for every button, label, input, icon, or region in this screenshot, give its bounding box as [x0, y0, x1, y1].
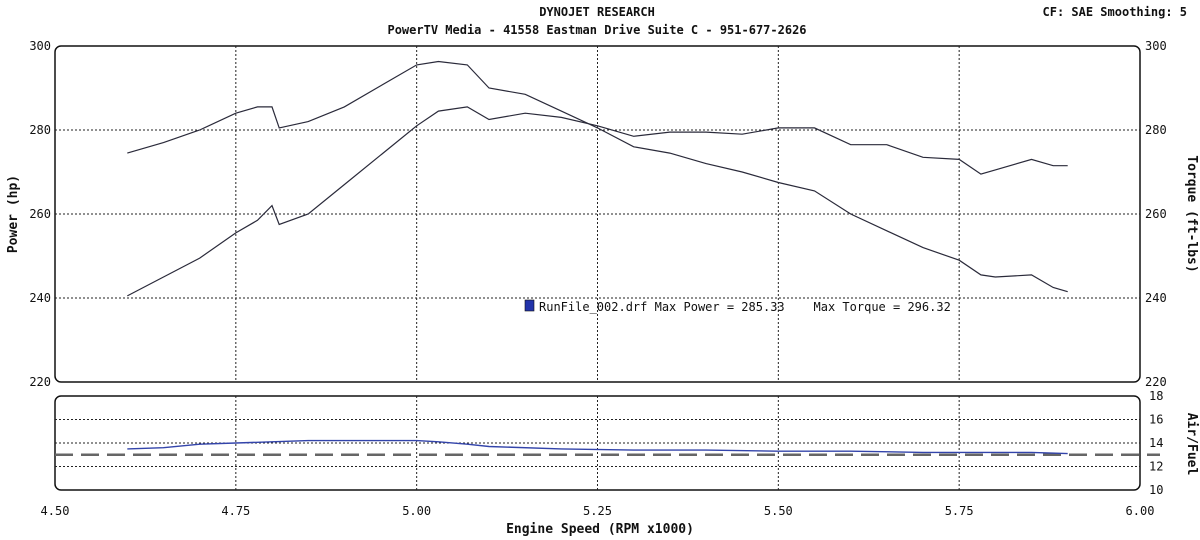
power-tick-label: 240 — [29, 291, 51, 305]
torque-tick-label: 220 — [1145, 375, 1167, 389]
settings-label: CF: SAE Smoothing: 5 — [1043, 5, 1188, 19]
air-fuel-series — [127, 439, 1068, 455]
torque-axis-label: Torque (ft-lbs) — [1184, 155, 1199, 272]
torque-tick-label: 300 — [1145, 39, 1167, 53]
power-axis-ticks: 300 280 260 240 220 — [29, 39, 51, 389]
power-torque-grid — [55, 46, 1140, 382]
air-fuel-tick-label: 16 — [1149, 413, 1163, 427]
chart-title: DYNOJET RESEARCH — [539, 5, 655, 19]
air-fuel-tick-label: 18 — [1149, 389, 1163, 403]
power-tick-label: 280 — [29, 123, 51, 137]
rpm-tick-label: 5.25 — [583, 504, 612, 518]
power-curve — [127, 106, 1068, 297]
air-fuel-plot: 18 16 14 12 10 — [54, 389, 1163, 497]
rpm-axis-label: Engine Speed (RPM x1000) — [506, 522, 694, 537]
torque-tick-label: 280 — [1145, 123, 1167, 137]
rpm-axis-ticks: 4.50 4.75 5.00 5.25 5.50 5.75 6.00 — [41, 504, 1155, 518]
air-fuel-axis-label: Air/Fuel — [1184, 413, 1199, 476]
power-tick-label: 260 — [29, 207, 51, 221]
rpm-tick-label: 4.50 — [41, 504, 70, 518]
power-tick-label: 220 — [29, 375, 51, 389]
legend-text: RunFile_002.drf Max Power = 285.33 Max T… — [539, 300, 951, 314]
chart-subtitle: PowerTV Media - 41558 Eastman Drive Suit… — [387, 23, 806, 37]
rpm-tick-label: 6.00 — [1126, 504, 1155, 518]
air-fuel-tick-label: 10 — [1149, 483, 1163, 497]
rpm-tick-label: 5.50 — [764, 504, 793, 518]
power-axis-label: Power (hp) — [6, 175, 21, 253]
air-fuel-tick-label: 14 — [1149, 436, 1163, 450]
legend-swatch — [524, 299, 535, 312]
power-torque-series — [127, 60, 1068, 297]
power-tick-label: 300 — [29, 39, 51, 53]
rpm-tick-label: 5.00 — [402, 504, 431, 518]
rpm-tick-label: 5.75 — [945, 504, 974, 518]
air-fuel-tick-label: 12 — [1149, 460, 1163, 474]
power-torque-plot: 300 280 260 240 220 300 280 260 240 220 — [29, 39, 1166, 389]
torque-axis-ticks: 300 280 260 240 220 — [1145, 39, 1167, 389]
air-fuel-axis-ticks: 18 16 14 12 10 — [1149, 389, 1163, 497]
air-fuel-curve — [127, 439, 1068, 455]
torque-tick-label: 240 — [1145, 291, 1167, 305]
torque-curve — [127, 60, 1068, 293]
torque-tick-label: 260 — [1145, 207, 1167, 221]
rpm-tick-label: 4.75 — [221, 504, 250, 518]
